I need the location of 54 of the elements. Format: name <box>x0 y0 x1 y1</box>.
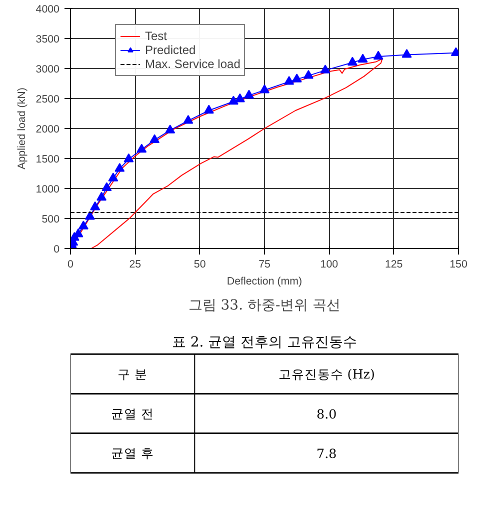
point <box>102 182 112 191</box>
x-tick-label: 100 <box>320 258 338 270</box>
point <box>228 96 238 105</box>
legend-label: Max. Service load <box>145 57 240 71</box>
x-tick-label: 150 <box>450 258 468 270</box>
y-tick-label: 3500 <box>36 34 60 46</box>
x-tick-label: 0 <box>68 258 74 270</box>
y-tick-label: 4000 <box>36 4 60 16</box>
point <box>284 76 294 85</box>
text: 표 2. 균열 전후의 고유진동수 <box>172 334 358 350</box>
point <box>108 172 118 182</box>
point <box>136 144 147 153</box>
caption: 그림 33. 하중-변위 곡선 <box>188 298 341 314</box>
y-tick-label: 0 <box>54 244 60 256</box>
point <box>183 115 194 124</box>
point <box>244 90 254 99</box>
point <box>320 64 330 74</box>
point <box>358 54 368 63</box>
x-tick-label: 75 <box>258 258 270 270</box>
y-tick-label: 1000 <box>36 184 60 196</box>
text: 8.0 <box>316 406 337 422</box>
point <box>165 124 176 134</box>
text: 7.8 <box>316 446 337 462</box>
x-tick-label: 50 <box>194 258 206 270</box>
point <box>347 56 358 66</box>
point <box>96 192 107 201</box>
point <box>303 70 314 79</box>
text: 고유진동수 (Hz) <box>278 366 375 382</box>
point <box>124 153 134 162</box>
y-tick-label: 1500 <box>36 154 60 166</box>
y-tick-label: 500 <box>42 214 60 226</box>
category-label: 균열 전 <box>111 406 154 421</box>
point <box>150 134 160 143</box>
category-label: 균열 후 <box>111 446 154 461</box>
point <box>234 93 245 102</box>
point <box>260 84 270 94</box>
point <box>114 163 125 172</box>
x-tick-label: 25 <box>129 258 142 270</box>
point <box>292 74 302 82</box>
y-tick-label: 2000 <box>36 124 60 136</box>
y-tick-label: 3000 <box>36 64 60 76</box>
text: 구 분 <box>118 366 148 382</box>
point <box>373 50 384 60</box>
point <box>84 211 95 220</box>
x-axis-title: Deflection (mm) <box>226 276 302 288</box>
y-tick-label: 2500 <box>36 94 60 106</box>
point <box>204 104 214 114</box>
point <box>90 201 100 210</box>
point <box>402 49 412 58</box>
point <box>78 220 88 230</box>
legend-label: Predicted <box>145 43 196 57</box>
y-axis-title: Applied load (kN) <box>16 88 28 170</box>
x-tick-label: 125 <box>384 258 403 270</box>
legend-label: Test <box>145 29 168 43</box>
